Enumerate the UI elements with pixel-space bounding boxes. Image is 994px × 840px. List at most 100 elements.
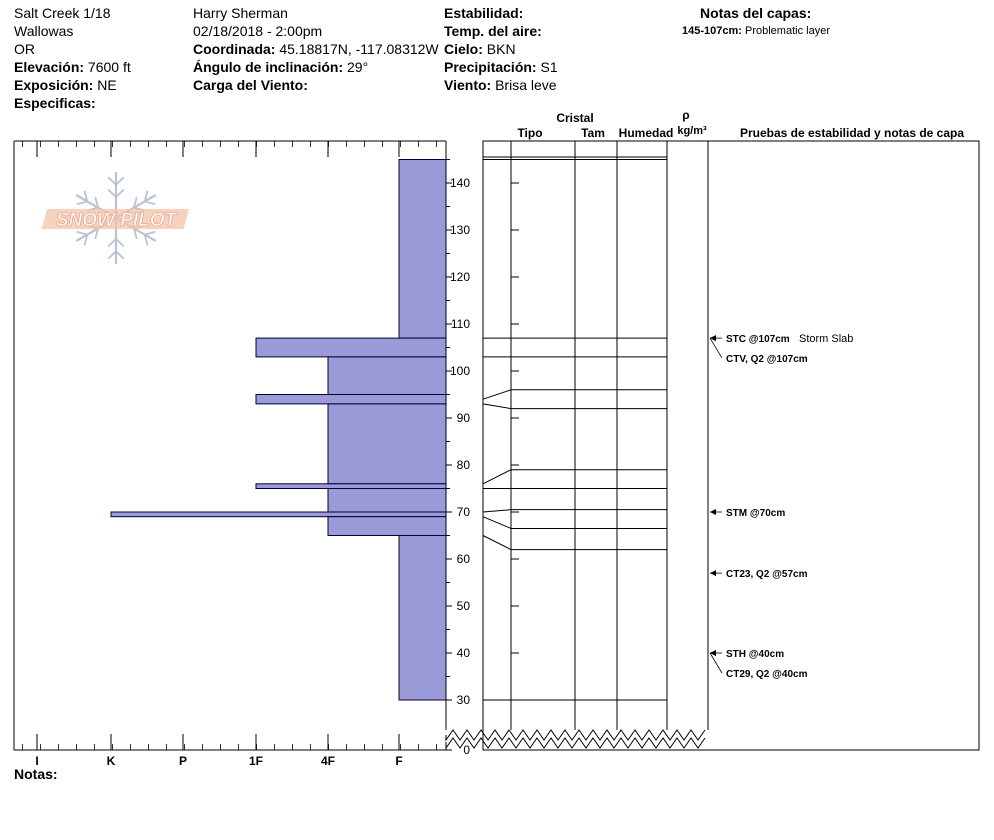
depth-axis: 0 30 40 50 60 70 80 90 100 110 120 130 140 bbox=[445, 141, 706, 757]
precip-value: S1 bbox=[540, 59, 558, 75]
test-label-4: STH @40cm bbox=[726, 649, 784, 660]
depth-label-30: 30 bbox=[457, 693, 471, 707]
depth-label-50: 50 bbox=[457, 599, 471, 613]
flake-branch bbox=[107, 176, 117, 186]
depth-label-130: 130 bbox=[450, 223, 470, 237]
flake-branch bbox=[143, 234, 149, 246]
flake-branch bbox=[144, 230, 156, 236]
test-label-2: STM @70cm bbox=[726, 508, 785, 519]
hardness-plot: I K P 1F 4F F bbox=[13, 140, 447, 768]
hardness-layer-2 bbox=[327, 356, 447, 395]
flake-branch bbox=[94, 228, 99, 240]
layer-connector-9 bbox=[482, 535, 512, 551]
flake-branch bbox=[83, 190, 89, 202]
flake-branch bbox=[76, 230, 88, 236]
coord-value: 45.18817N, -117.08312W bbox=[279, 41, 439, 57]
hardness-label-I: I bbox=[35, 754, 38, 768]
flake-branch bbox=[115, 176, 125, 186]
stability-label: Estabilidad: bbox=[444, 5, 524, 21]
test-arrowhead-2 bbox=[710, 509, 716, 515]
layer-grid-frame bbox=[482, 140, 980, 751]
sky-label: Cielo: bbox=[444, 41, 483, 57]
aspect-label: Exposición: bbox=[14, 77, 94, 93]
flake-branch bbox=[133, 228, 138, 240]
test-arrow-5 bbox=[709, 652, 723, 674]
wind-value: Brisa leve bbox=[495, 77, 557, 93]
aspect-value: NE bbox=[97, 77, 117, 93]
header-col-site: Salt Creek 1/18 Wallowas OR Elevación: 7… bbox=[14, 4, 131, 112]
air-temp-label: Temp. del aire: bbox=[444, 23, 542, 39]
flake-branch bbox=[107, 238, 117, 248]
test-note-0: Storm Slab bbox=[799, 333, 853, 345]
hardness-label-P: P bbox=[179, 754, 187, 768]
hardness-label-1F: 1F bbox=[249, 754, 263, 768]
elevation-value: 7600 ft bbox=[87, 59, 131, 75]
depth-label-40: 40 bbox=[457, 646, 471, 660]
moisture-header: Humedad bbox=[619, 126, 674, 140]
slope-label: Ángulo de inclinación: bbox=[193, 59, 344, 75]
notes-label: Notas: bbox=[14, 766, 58, 782]
type-header: Tipo bbox=[517, 126, 542, 140]
header-col-layer-notes: Notas del capas: 145-107cm: Problematic … bbox=[682, 4, 830, 40]
layer-grid bbox=[482, 140, 980, 751]
specifics-label: Especificas: bbox=[14, 95, 96, 111]
flake-branch bbox=[107, 188, 117, 198]
logo-text: SNOW PILOT bbox=[56, 210, 178, 231]
site-name: Salt Creek 1/18 bbox=[14, 5, 111, 21]
hardness-layer-4 bbox=[327, 403, 447, 485]
flake-branch bbox=[133, 196, 138, 208]
wind-label: Viento: bbox=[444, 77, 492, 93]
test-label-3: CT23, Q2 @57cm bbox=[726, 569, 808, 580]
sky-value: BKN bbox=[486, 41, 516, 57]
depth-label-0: 0 bbox=[463, 743, 470, 757]
layer-connector-5 bbox=[482, 469, 512, 485]
hardness-layer-6 bbox=[327, 488, 447, 513]
layer-connector-4 bbox=[482, 403, 512, 410]
hardness-layer-9 bbox=[398, 535, 447, 701]
axis-break-lower bbox=[445, 737, 706, 750]
range-name: Wallowas bbox=[14, 23, 74, 39]
layer-connector-7 bbox=[482, 509, 512, 513]
hardness-label-4F: 4F bbox=[321, 754, 335, 768]
flake-branch bbox=[76, 200, 88, 206]
hardness-layer-1 bbox=[255, 337, 447, 358]
depth-label-80: 80 bbox=[457, 458, 471, 472]
snowpilot-logo: SNOW PILOT bbox=[41, 172, 189, 264]
layer-connector-8 bbox=[482, 516, 512, 529]
flake-branch bbox=[115, 188, 125, 198]
hardness-label-F: F bbox=[395, 754, 402, 768]
elevation-label: Elevación: bbox=[14, 59, 85, 75]
flake-branch bbox=[107, 250, 117, 260]
hardness-layer-5 bbox=[255, 483, 447, 489]
size-header: Tam bbox=[581, 126, 605, 140]
test-arrow-1 bbox=[709, 337, 723, 359]
layer-notes-title: Notas del capas: bbox=[700, 5, 812, 21]
state-name: OR bbox=[14, 41, 35, 57]
test-label-5: CT29, Q2 @40cm bbox=[726, 669, 808, 680]
flake-branch bbox=[143, 190, 149, 202]
test-label-0: STC @107cm bbox=[726, 334, 790, 345]
hardness-label-K: K bbox=[107, 754, 116, 768]
test-label-1: CTV, Q2 @107cm bbox=[726, 354, 808, 365]
coord-label: Coordinada: bbox=[193, 41, 276, 57]
flake-branch bbox=[94, 196, 99, 208]
precip-label: Precipitación: bbox=[444, 59, 537, 75]
layer-connector-3 bbox=[482, 389, 512, 400]
depth-label-70: 70 bbox=[457, 505, 471, 519]
flake-branch bbox=[115, 238, 125, 248]
header-col-weather: Estabilidad: Temp. del aire: Cielo: BKN … bbox=[444, 4, 558, 94]
flake-branch bbox=[144, 200, 156, 206]
depth-label-90: 90 bbox=[457, 411, 471, 425]
flake-branch bbox=[115, 250, 125, 260]
axis-break-upper bbox=[445, 729, 706, 742]
layer-note-range: 145-107cm: bbox=[682, 25, 742, 37]
crystal-header: Cristal bbox=[556, 111, 593, 125]
logo-band bbox=[41, 209, 189, 229]
hardness-layer-7 bbox=[110, 511, 447, 518]
rho-header: ρ bbox=[682, 108, 689, 122]
depth-label-140: 140 bbox=[450, 176, 470, 190]
wind-load-label: Carga del Viento: bbox=[193, 77, 308, 93]
test-arrowhead-5 bbox=[710, 650, 716, 656]
tests-header: Pruebas de estabilidad y notas de capa bbox=[740, 126, 964, 140]
